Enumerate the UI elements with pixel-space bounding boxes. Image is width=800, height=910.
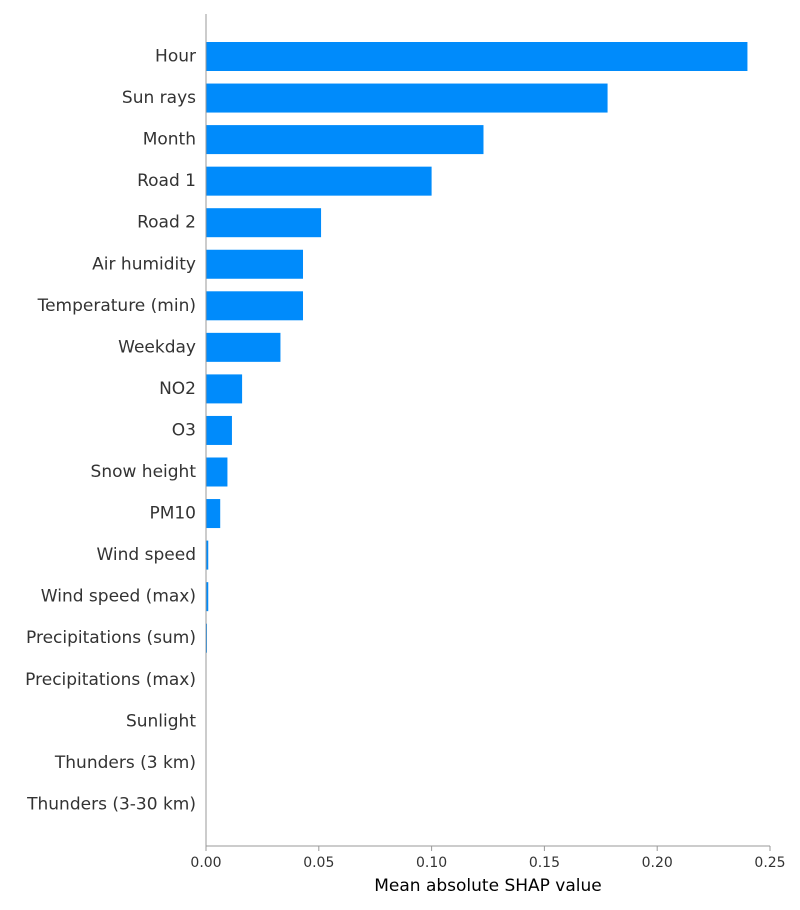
category-label: Precipitations (sum): [26, 628, 196, 648]
x-tick-label: 0.00: [190, 855, 221, 871]
category-label: Snow height: [91, 462, 197, 482]
category-label: Air humidity: [92, 254, 196, 274]
category-label: Wind speed: [97, 545, 197, 565]
category-label: Road 2: [137, 213, 196, 233]
bars-layer: [206, 42, 748, 653]
bar: [206, 291, 304, 321]
category-labels: Hour Sun rays Month Road 1 Road 2 Air humidit…: [25, 47, 196, 815]
category-label: Thunders (3-30 km): [26, 794, 196, 814]
bar: [206, 166, 432, 196]
bar: [206, 332, 281, 362]
x-tick-label: 0.25: [754, 855, 785, 871]
x-axis-title: Mean absolute SHAP value: [374, 876, 602, 896]
bar: [206, 540, 209, 570]
bar: [206, 457, 228, 487]
category-label: PM10: [149, 504, 196, 524]
category-label: Hour: [155, 47, 196, 67]
category-label: Month: [143, 130, 196, 150]
bar: [206, 208, 322, 238]
category-label: NO2: [159, 379, 196, 399]
bar: [206, 374, 243, 404]
category-label: Sun rays: [122, 88, 196, 108]
x-tick-label: 0.10: [416, 855, 447, 871]
bar: [206, 42, 748, 71]
bar: [206, 415, 232, 445]
category-label: Thunders (3 km): [54, 753, 196, 773]
bar: [206, 582, 209, 612]
category-label: Sunlight: [126, 711, 196, 731]
bar: [206, 499, 221, 529]
category-label: O3: [172, 420, 196, 440]
bar: [206, 125, 484, 155]
x-tick-label: 0.05: [303, 855, 334, 871]
category-label: Wind speed (max): [41, 587, 196, 607]
category-label: Precipitations (max): [25, 670, 196, 690]
category-label: Weekday: [118, 337, 196, 357]
bar: [206, 83, 608, 113]
x-tick-label: 0.20: [642, 855, 673, 871]
category-label: Road 1: [137, 171, 196, 191]
x-tick-label: 0.15: [529, 855, 560, 871]
bar: [206, 249, 304, 279]
category-label: Temperature (min): [37, 296, 196, 316]
x-axis-ticks: 0.00 0.05 0.10 0.15 0.20 0.25: [190, 846, 786, 871]
